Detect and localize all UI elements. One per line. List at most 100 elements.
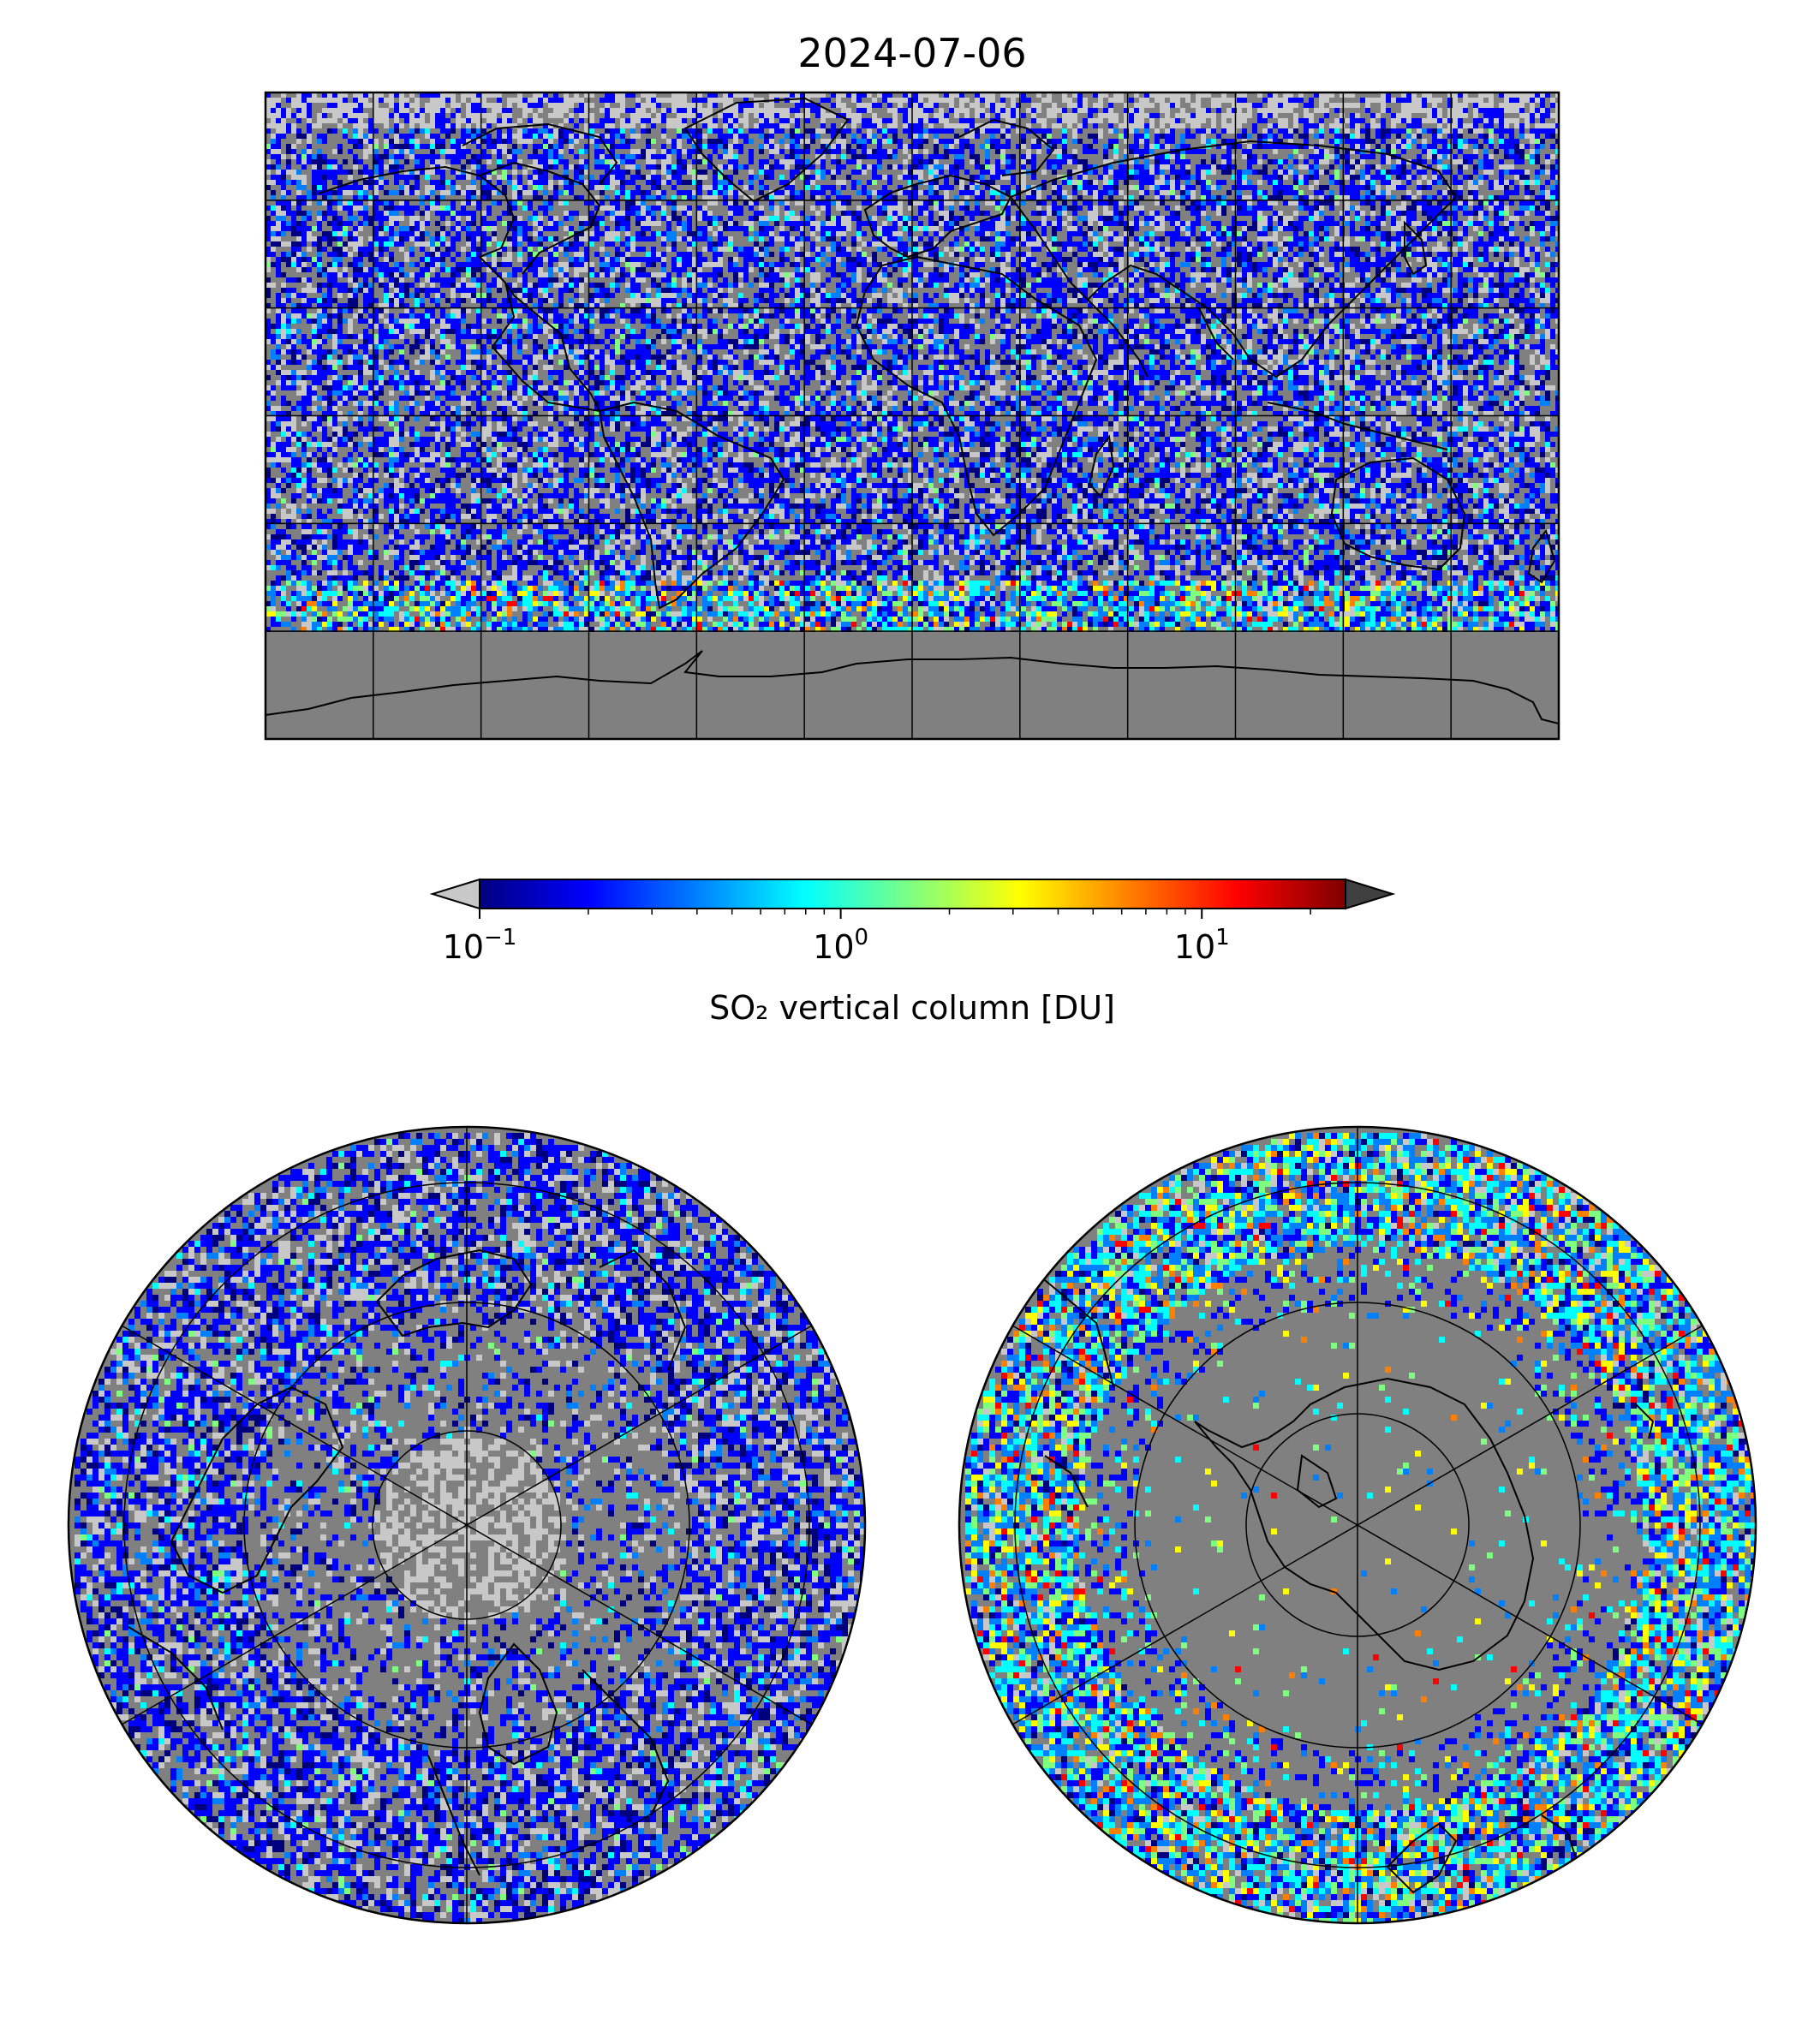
so2-pixel	[661, 190, 666, 195]
so2-pixel	[1077, 216, 1083, 221]
so2-pixel	[872, 221, 877, 226]
so2-pixel	[1000, 200, 1005, 206]
so2-pixel	[543, 180, 548, 185]
so2-pixel	[1432, 180, 1437, 185]
so2-pixel	[702, 195, 707, 200]
so2-pixel	[1386, 92, 1391, 98]
so2-pixel	[877, 154, 882, 159]
so2-pixel	[1365, 134, 1370, 139]
so2-pixel	[1268, 221, 1273, 226]
so2-pixel	[1453, 144, 1458, 149]
so2-pixel	[877, 226, 882, 231]
so2-pixel	[749, 221, 754, 226]
so2-pixel	[1525, 98, 1530, 103]
so2-pixel	[1257, 159, 1262, 164]
so2-pixel	[337, 231, 343, 236]
so2-pixel	[579, 236, 584, 241]
so2-pixel	[1427, 113, 1432, 118]
so2-pixel	[1252, 170, 1257, 175]
so2-pixel	[538, 180, 543, 185]
so2-pixel	[1160, 221, 1165, 226]
so2-pixel	[353, 226, 358, 231]
so2-pixel	[1535, 92, 1540, 98]
so2-pixel	[887, 118, 892, 123]
so2-pixel	[846, 175, 851, 180]
so2-pixel	[553, 159, 558, 164]
so2-pixel	[1489, 206, 1494, 211]
so2-pixel	[512, 236, 517, 241]
so2-pixel	[723, 108, 728, 113]
so2-pixel	[790, 144, 795, 149]
so2-pixel	[430, 159, 435, 164]
so2-pixel	[358, 118, 363, 123]
so2-pixel	[1237, 92, 1242, 98]
so2-pixel	[820, 159, 826, 164]
so2-pixel	[1401, 195, 1406, 200]
so2-pixel	[1468, 154, 1473, 159]
so2-pixel	[317, 159, 322, 164]
so2-pixel	[671, 236, 677, 241]
so2-pixel	[1381, 231, 1386, 236]
so2-pixel	[394, 108, 399, 113]
so2-pixel	[384, 144, 389, 149]
so2-pixel	[1098, 98, 1103, 103]
so2-pixel	[337, 164, 343, 170]
so2-pixel	[481, 226, 486, 231]
so2-pixel	[975, 154, 980, 159]
so2-pixel	[1298, 216, 1304, 221]
so2-pixel	[1530, 128, 1535, 134]
so2-pixel	[625, 226, 630, 231]
so2-pixel	[415, 185, 420, 190]
so2-pixel	[702, 185, 707, 190]
so2-pixel	[738, 128, 743, 134]
so2-pixel	[1309, 113, 1314, 118]
so2-pixel	[312, 123, 317, 128]
so2-pixel	[1273, 134, 1278, 139]
so2-pixel	[1381, 139, 1386, 144]
so2-pixel	[1278, 159, 1283, 164]
so2-pixel	[805, 113, 810, 118]
so2-pixel	[425, 185, 430, 190]
so2-pixel	[1278, 226, 1283, 231]
so2-pixel	[1067, 159, 1072, 164]
so2-pixel	[995, 108, 1000, 113]
so2-pixel	[276, 134, 281, 139]
so2-pixel	[1149, 113, 1155, 118]
so2-pixel	[615, 216, 620, 221]
so2-pixel	[1180, 226, 1185, 231]
so2-pixel	[589, 134, 594, 139]
so2-pixel	[1129, 113, 1134, 118]
so2-pixel	[605, 185, 610, 190]
so2-pixel	[1453, 175, 1458, 180]
so2-pixel	[1355, 206, 1360, 211]
so2-pixel	[697, 180, 702, 185]
so2-pixel	[1108, 164, 1113, 170]
so2-pixel	[1221, 154, 1226, 159]
so2-pixel	[569, 103, 574, 108]
so2-pixel	[677, 134, 682, 139]
so2-pixel	[1499, 211, 1504, 216]
so2-pixel	[964, 190, 970, 195]
so2-pixel	[1540, 139, 1545, 144]
so2-pixel	[322, 170, 327, 175]
so2-pixel	[353, 195, 358, 200]
so2-pixel	[1134, 226, 1139, 231]
so2-pixel	[656, 221, 661, 226]
so2-pixel	[348, 139, 353, 144]
so2-pixel	[276, 200, 281, 206]
so2-pixel	[394, 128, 399, 134]
so2-pixel	[882, 195, 887, 200]
so2-pixel	[538, 175, 543, 180]
so2-pixel	[826, 128, 831, 134]
so2-pixel	[1005, 123, 1011, 128]
so2-pixel	[636, 170, 641, 175]
so2-pixel	[1478, 134, 1483, 139]
so2-pixel	[1149, 216, 1155, 221]
so2-pixel	[610, 134, 615, 139]
so2-pixel	[553, 113, 558, 118]
so2-pixel	[913, 103, 918, 108]
so2-pixel	[343, 221, 348, 226]
so2-pixel	[1057, 211, 1062, 216]
so2-pixel	[502, 123, 507, 128]
so2-pixel	[841, 195, 846, 200]
